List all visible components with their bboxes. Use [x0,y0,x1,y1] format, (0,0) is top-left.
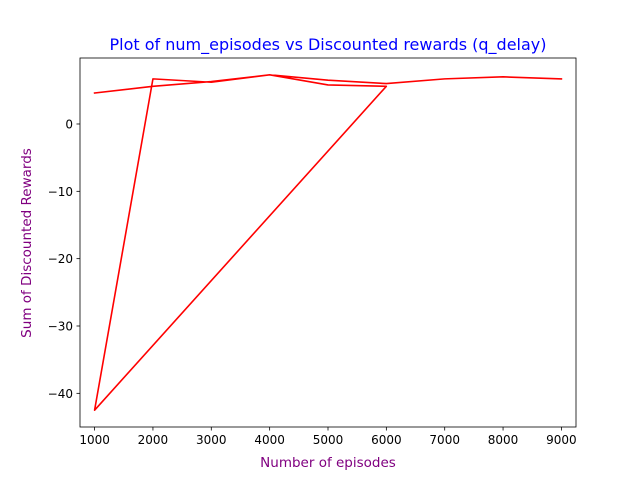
x-tick-label: 4000 [254,433,285,447]
x-axis-label: Number of episodes [260,455,396,471]
y-tick-label: −30 [48,319,73,333]
x-tick-label: 8000 [488,433,519,447]
y-tick-label: −40 [48,387,73,401]
x-tick-label: 5000 [313,433,344,447]
chart-title: Plot of num_episodes vs Discounted rewar… [109,35,546,55]
x-tick-label: 7000 [429,433,460,447]
x-tick-label: 9000 [546,433,577,447]
x-tick-label: 3000 [196,433,227,447]
axes-frame [79,57,577,428]
x-tick-label: 1000 [79,433,110,447]
x-tick-label: 2000 [138,433,169,447]
x-tick-label: 6000 [371,433,402,447]
y-axis-label: Sum of Discounted Rewards [19,148,35,338]
y-tick-label: −10 [48,185,73,199]
y-tick-label: 0 [65,117,73,131]
series-line-1 [93,74,563,411]
y-tick-label: −20 [48,252,73,266]
plot-area: 1000 2000 3000 4000 5000 6000 7000 8000 9000 −40 −… [48,57,577,447]
